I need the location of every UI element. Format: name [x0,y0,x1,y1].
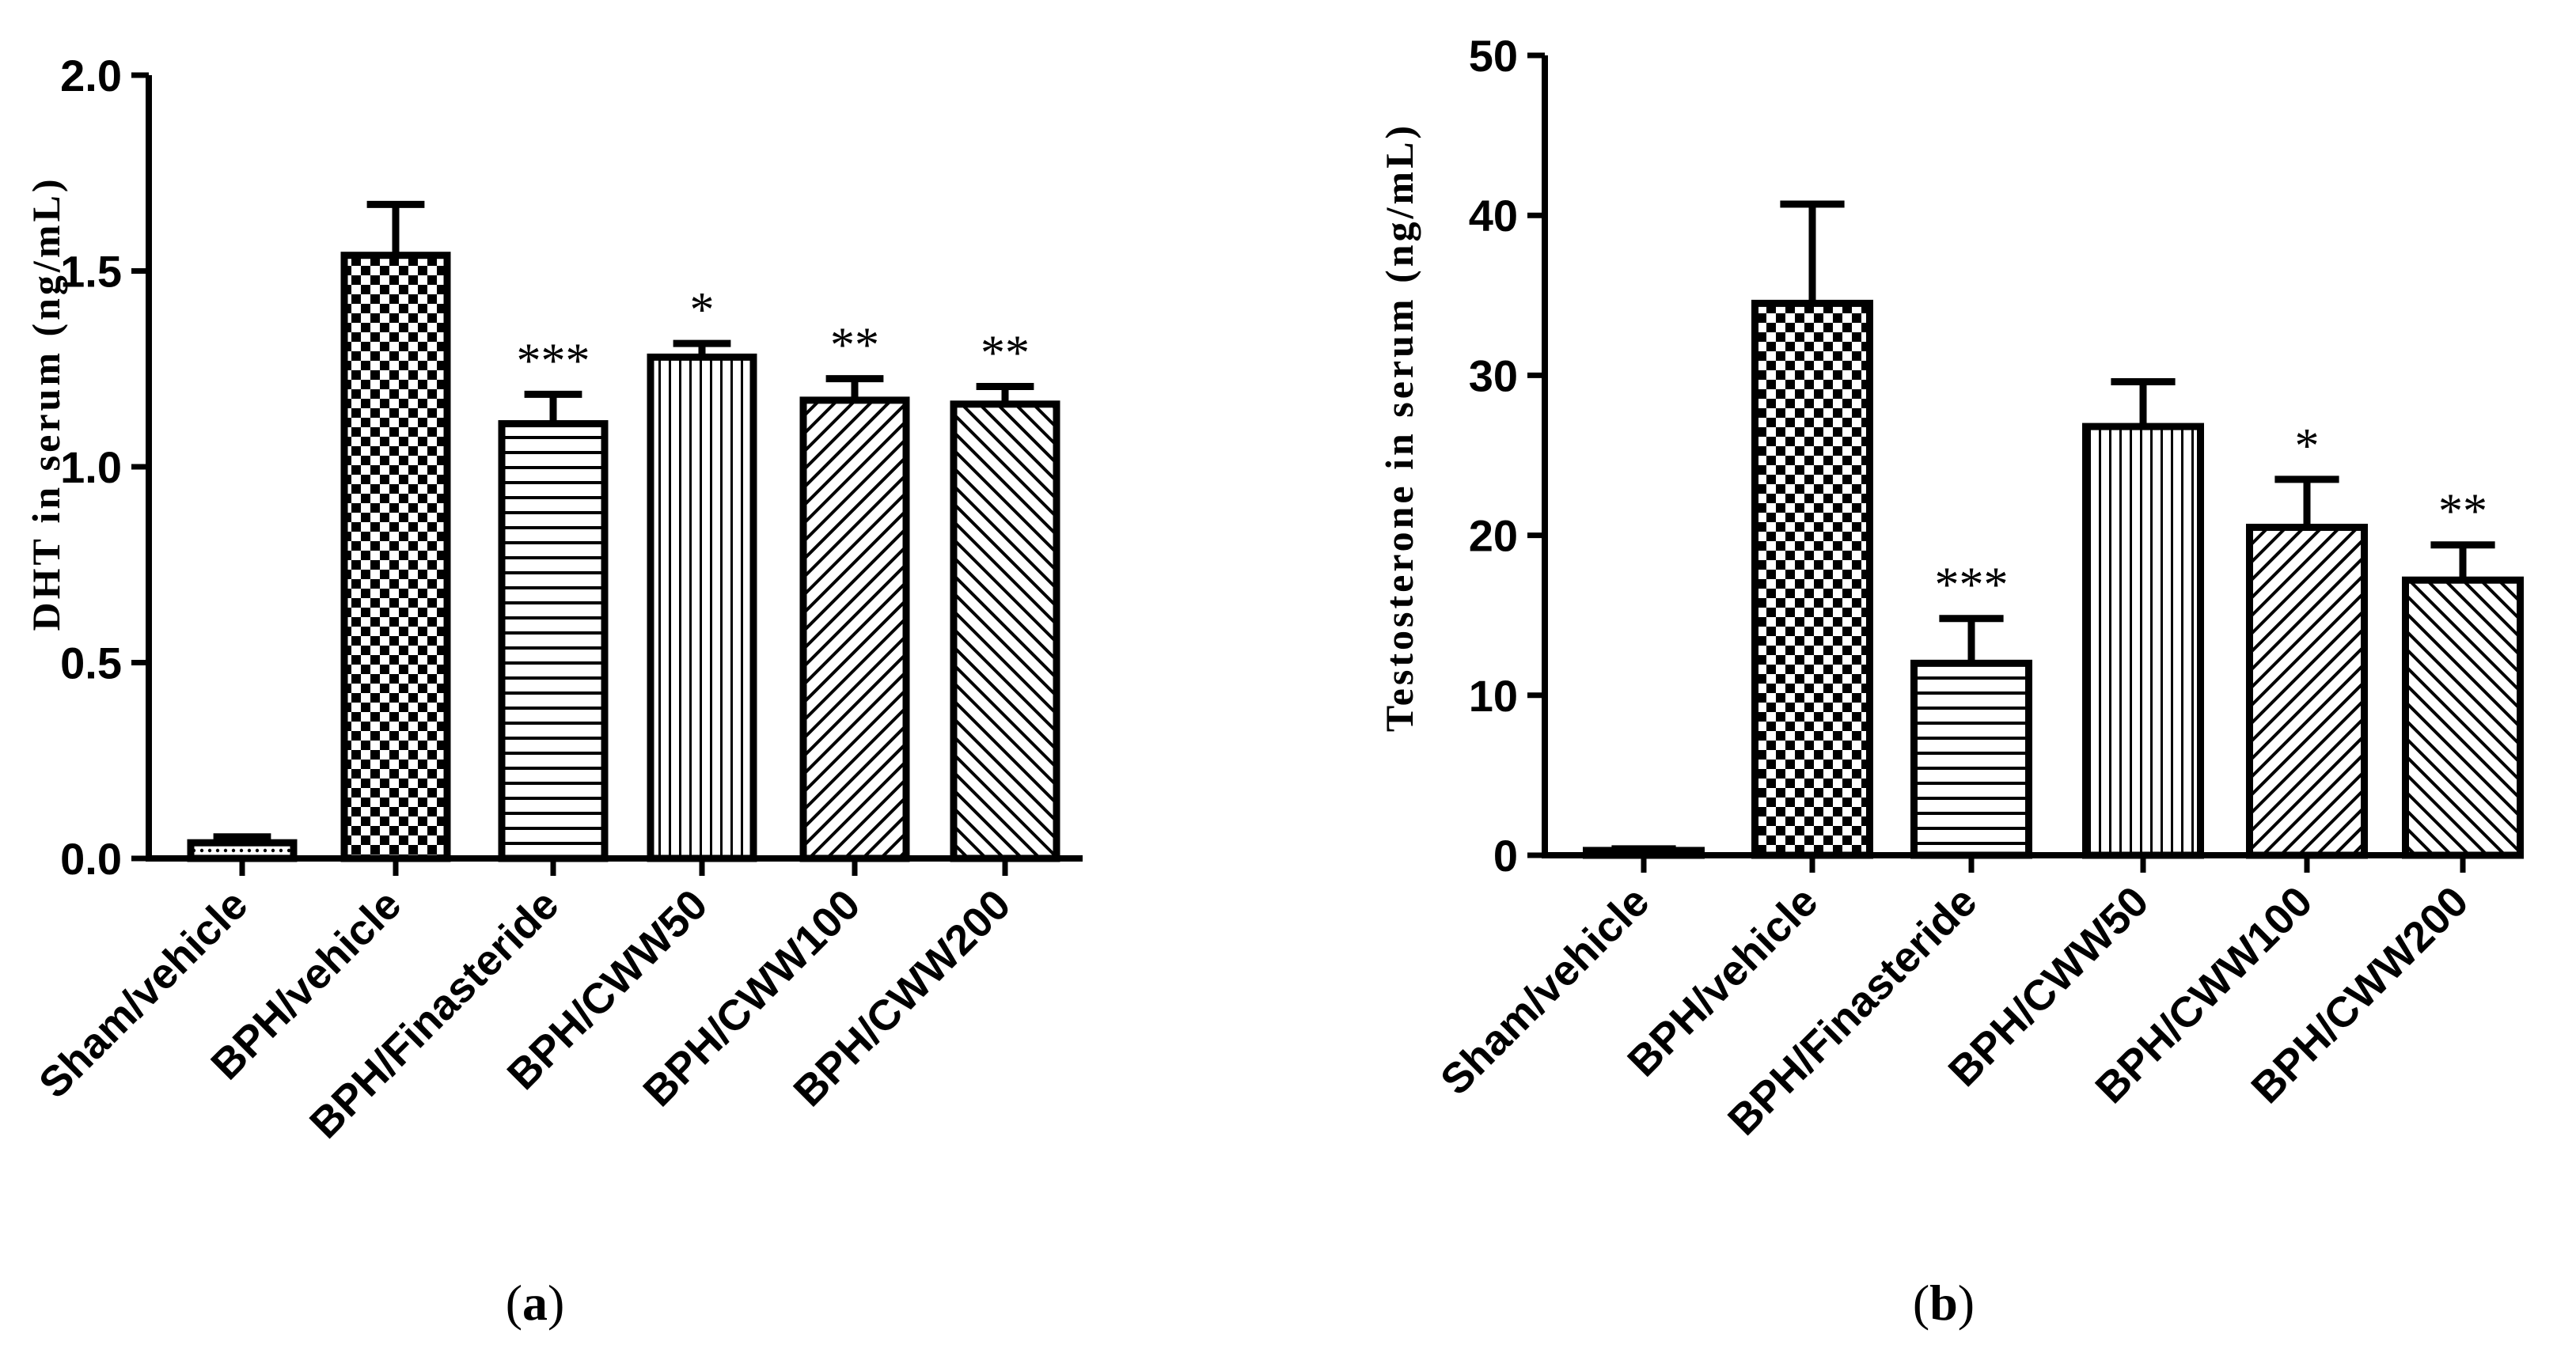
error-bar [1780,200,1845,304]
bar [1751,299,1873,859]
error-bar [2274,475,2339,528]
bar [647,353,757,862]
caption-b: (b) [1913,1275,1975,1331]
y-tick-label: 1.0 [60,442,122,492]
bar [1910,659,2032,859]
bar [2402,576,2524,859]
significance-label: *** [1935,559,2009,612]
y-tick-label: 30 [1469,350,1518,400]
y-tick-label: 2.0 [60,51,122,100]
significance-label: ** [981,327,1030,381]
significance-label: ** [830,319,879,373]
error-bar [366,200,425,256]
error-bar [524,390,582,424]
bar [340,252,451,862]
bar [799,396,910,862]
y-tick-label: 40 [1469,191,1518,241]
significance-label: * [2295,419,2320,473]
significance-label: * [690,283,715,337]
y-tick-label: 50 [1469,31,1518,81]
error-bar [825,375,884,400]
significance-label: *** [517,334,590,388]
y-tick-label: 1.5 [60,247,122,297]
chart-panel-a: ****** **0.00.51.01.52.0Sham/vehicleBPH/v… [24,51,1083,1147]
chart-panel-b: ******01020304050Sham/vehicleBPH/vehicle… [1377,31,2524,1144]
y-tick-label: 10 [1469,671,1518,721]
y-tick-label: 0.5 [60,638,122,688]
significance-label: ** [2438,485,2487,539]
y-tick-label: 20 [1469,511,1518,561]
bar [2082,422,2204,859]
bar [2246,523,2368,859]
error-bar [1939,615,2004,664]
caption-a: (a) [506,1275,565,1331]
y-axis-title: Testosterone in serum (ng/mL) [1377,123,1421,732]
error-bar [2430,541,2495,581]
bar [498,420,609,862]
y-tick-label: 0 [1493,831,1518,881]
y-axis-title: DHT in serum (ng/mL) [24,176,68,631]
bar [950,400,1060,862]
error-bar [2111,377,2176,427]
y-tick-label: 0.0 [60,834,122,884]
x-category-label: Sham/vehicle [1432,877,1659,1104]
